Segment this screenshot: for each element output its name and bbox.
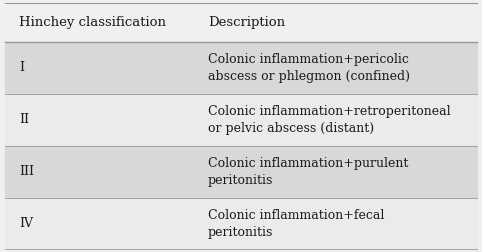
Text: II: II <box>19 113 29 126</box>
Text: Colonic inflammation+fecal
peritonitis: Colonic inflammation+fecal peritonitis <box>208 209 384 239</box>
Text: Hinchey classification: Hinchey classification <box>19 16 166 29</box>
Text: Colonic inflammation+purulent
peritonitis: Colonic inflammation+purulent peritoniti… <box>208 157 408 187</box>
Bar <box>5 146 477 198</box>
Bar <box>5 198 477 249</box>
Bar <box>5 94 477 146</box>
Text: IV: IV <box>19 217 33 230</box>
Text: Description: Description <box>208 16 285 29</box>
Text: I: I <box>19 61 24 74</box>
Text: Colonic inflammation+pericolic
abscess or phlegmon (confined): Colonic inflammation+pericolic abscess o… <box>208 53 410 83</box>
Text: III: III <box>19 165 34 178</box>
Bar <box>5 42 477 94</box>
Text: Colonic inflammation+retroperitoneal
or pelvic abscess (distant): Colonic inflammation+retroperitoneal or … <box>208 105 451 135</box>
Bar <box>5 3 477 42</box>
